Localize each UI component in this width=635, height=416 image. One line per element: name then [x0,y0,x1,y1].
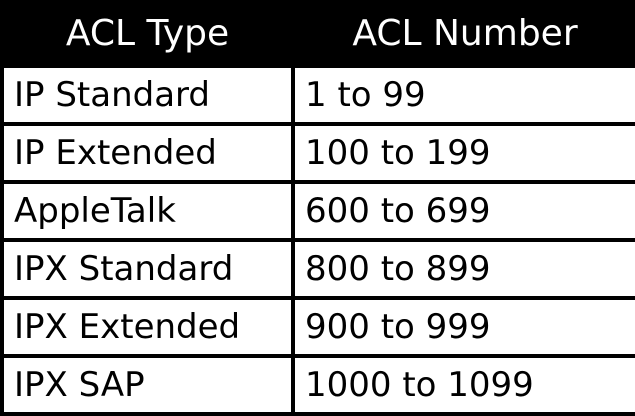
cell-acl-number: 600 to 699 [291,180,635,242]
table-row: IP Standard 1 to 99 [0,64,635,126]
table-row: IPX Standard 800 to 899 [0,238,635,300]
cell-acl-type: IPX SAP [0,354,295,416]
cell-acl-number: 1000 to 1099 [291,354,635,416]
cell-acl-type: AppleTalk [0,180,295,242]
header-row: ACL Type ACL Number [0,0,635,68]
table-header: ACL Type ACL Number [0,0,635,68]
header-acl-type: ACL Type [0,0,295,68]
table-row: IP Extended 100 to 199 [0,122,635,184]
cell-acl-number: 900 to 999 [291,296,635,358]
cell-acl-type: IP Extended [0,122,295,184]
cell-acl-number: 1 to 99 [291,64,635,126]
cell-acl-type: IPX Standard [0,238,295,300]
table-body: IP Standard 1 to 99 IP Extended 100 to 1… [0,64,635,416]
cell-acl-type: IP Standard [0,64,295,126]
cell-acl-number: 100 to 199 [291,122,635,184]
table-row: IPX SAP 1000 to 1099 [0,354,635,416]
table-row: IPX Extended 900 to 999 [0,296,635,358]
header-acl-number: ACL Number [291,0,635,68]
cell-acl-type: IPX Extended [0,296,295,358]
cell-acl-number: 800 to 899 [291,238,635,300]
table-row: AppleTalk 600 to 699 [0,180,635,242]
